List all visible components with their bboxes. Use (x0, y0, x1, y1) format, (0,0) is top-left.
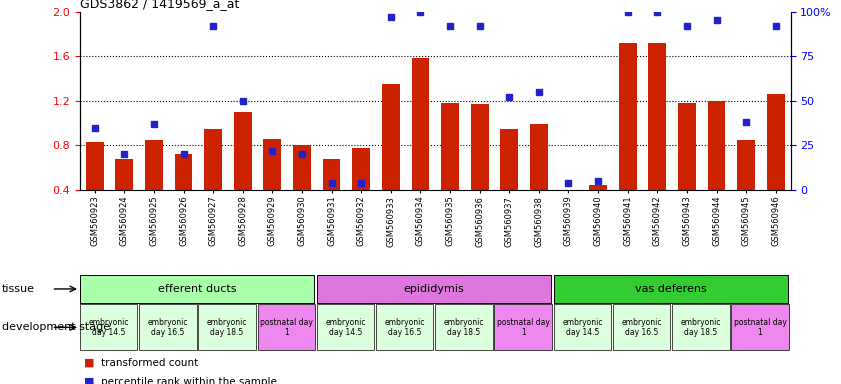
Bar (553, 275, 788, 303)
Bar (500, 129, 518, 190)
Text: efferent ducts: efferent ducts (158, 284, 236, 294)
Text: ■: ■ (84, 377, 94, 384)
Bar (648, 43, 666, 190)
Text: embryonic
day 18.5: embryonic day 18.5 (444, 318, 484, 337)
Text: tissue: tissue (2, 284, 34, 294)
Bar (80, 275, 315, 303)
Bar (530, 124, 547, 190)
Text: percentile rank within the sample: percentile rank within the sample (101, 377, 277, 384)
Text: embryonic
day 16.5: embryonic day 16.5 (621, 318, 662, 337)
Bar (204, 129, 222, 190)
Text: vas deferens: vas deferens (635, 284, 706, 294)
Bar (411, 58, 429, 190)
Text: embryonic
day 14.5: embryonic day 14.5 (325, 318, 366, 337)
Bar (376, 304, 433, 350)
Bar (145, 140, 163, 190)
Bar (613, 304, 670, 350)
Bar (263, 139, 281, 190)
Bar (442, 103, 459, 190)
Bar (139, 304, 197, 350)
Text: embryonic
day 16.5: embryonic day 16.5 (147, 318, 188, 337)
Text: postnatal day
1: postnatal day 1 (733, 318, 786, 337)
Bar (672, 304, 729, 350)
Bar (317, 304, 374, 350)
Bar (317, 275, 552, 303)
Text: postnatal day
1: postnatal day 1 (260, 318, 313, 337)
Text: GDS3862 / 1419569_a_at: GDS3862 / 1419569_a_at (80, 0, 240, 10)
Text: embryonic
day 14.5: embryonic day 14.5 (88, 318, 129, 337)
Bar (590, 184, 607, 190)
Text: epididymis: epididymis (404, 284, 464, 294)
Bar (553, 304, 611, 350)
Text: embryonic
day 14.5: embryonic day 14.5 (562, 318, 603, 337)
Bar (436, 304, 493, 350)
Bar (198, 304, 256, 350)
Bar (495, 304, 552, 350)
Bar (293, 146, 311, 190)
Text: embryonic
day 18.5: embryonic day 18.5 (207, 318, 247, 337)
Text: postnatal day
1: postnatal day 1 (497, 318, 550, 337)
Bar (767, 94, 785, 190)
Bar (707, 101, 726, 190)
Bar (678, 103, 696, 190)
Bar (86, 142, 103, 190)
Text: transformed count: transformed count (101, 358, 198, 368)
Bar (257, 304, 315, 350)
Bar (323, 159, 341, 190)
Bar (471, 104, 489, 190)
Bar (738, 140, 755, 190)
Bar (115, 159, 133, 190)
Text: embryonic
day 18.5: embryonic day 18.5 (680, 318, 721, 337)
Bar (619, 43, 637, 190)
Bar (352, 148, 370, 190)
Bar (382, 84, 399, 190)
Bar (732, 304, 789, 350)
Text: development stage: development stage (2, 322, 110, 333)
Bar (234, 112, 251, 190)
Text: ■: ■ (84, 358, 94, 368)
Bar (80, 304, 137, 350)
Bar (175, 154, 193, 190)
Text: embryonic
day 16.5: embryonic day 16.5 (384, 318, 425, 337)
